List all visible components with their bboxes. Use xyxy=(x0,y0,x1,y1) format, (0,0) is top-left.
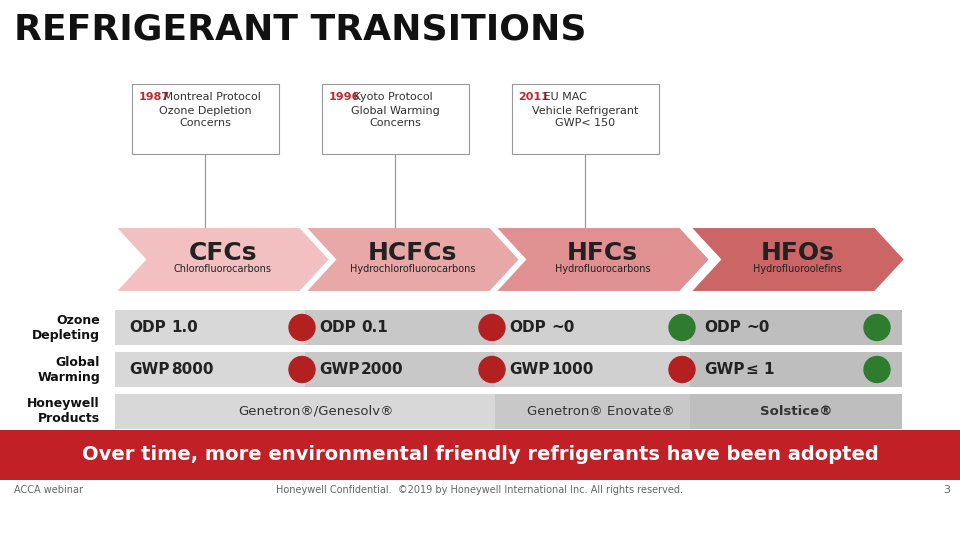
Text: Solstice®: Solstice® xyxy=(759,405,832,418)
Text: Global
Warming: Global Warming xyxy=(37,355,100,383)
Text: Honeywell Confidential.  ©2019 by Honeywell International Inc. All rights reserv: Honeywell Confidential. ©2019 by Honeywe… xyxy=(276,485,684,495)
Bar xyxy=(0,430,960,480)
Circle shape xyxy=(479,356,505,382)
Text: 1000: 1000 xyxy=(551,362,593,377)
Text: HFCs: HFCs xyxy=(567,240,638,265)
Text: 3: 3 xyxy=(943,485,950,495)
FancyBboxPatch shape xyxy=(495,394,707,429)
FancyBboxPatch shape xyxy=(322,84,468,154)
Text: REFRIGERANT TRANSITIONS: REFRIGERANT TRANSITIONS xyxy=(14,13,587,47)
Text: ≤ 1: ≤ 1 xyxy=(746,362,775,377)
Circle shape xyxy=(479,314,505,341)
FancyBboxPatch shape xyxy=(495,310,707,345)
Text: ~0: ~0 xyxy=(746,320,769,335)
Text: ACCA webinar: ACCA webinar xyxy=(14,485,83,495)
Text: Ozone
Depleting: Ozone Depleting xyxy=(32,314,100,341)
Text: GWP: GWP xyxy=(509,362,549,377)
Text: HFOs: HFOs xyxy=(760,240,834,265)
FancyBboxPatch shape xyxy=(512,84,659,154)
Text: 1987: 1987 xyxy=(138,92,170,102)
Text: 2000: 2000 xyxy=(361,362,403,377)
Text: Montreal Protocol: Montreal Protocol xyxy=(160,92,261,102)
Text: GWP: GWP xyxy=(319,362,359,377)
FancyBboxPatch shape xyxy=(115,310,327,345)
FancyBboxPatch shape xyxy=(115,352,327,387)
Text: GWP: GWP xyxy=(704,362,745,377)
FancyBboxPatch shape xyxy=(690,352,902,387)
Circle shape xyxy=(864,356,890,382)
FancyBboxPatch shape xyxy=(132,84,278,154)
Circle shape xyxy=(289,314,315,341)
Text: EU MAC: EU MAC xyxy=(540,92,588,102)
FancyBboxPatch shape xyxy=(690,394,902,429)
FancyBboxPatch shape xyxy=(305,310,517,345)
Polygon shape xyxy=(690,227,905,292)
Text: Vehicle Refrigerant
GWP< 150: Vehicle Refrigerant GWP< 150 xyxy=(532,106,638,127)
Text: Genetron®/Genesolv®: Genetron®/Genesolv® xyxy=(238,405,394,418)
Text: ODP: ODP xyxy=(129,320,166,335)
Text: GWP: GWP xyxy=(129,362,170,377)
Circle shape xyxy=(669,314,695,341)
Text: Chlorofluorocarbons: Chlorofluorocarbons xyxy=(174,265,272,274)
Circle shape xyxy=(864,314,890,341)
Text: Kyoto Protocol: Kyoto Protocol xyxy=(350,92,433,102)
Polygon shape xyxy=(495,227,710,292)
Text: Genetron® Enovate®: Genetron® Enovate® xyxy=(527,405,675,418)
Text: CFCs: CFCs xyxy=(188,240,256,265)
Text: HCFCs: HCFCs xyxy=(368,240,457,265)
Text: ODP: ODP xyxy=(509,320,545,335)
Polygon shape xyxy=(305,227,520,292)
FancyBboxPatch shape xyxy=(305,352,517,387)
Text: 8000: 8000 xyxy=(171,362,213,377)
Text: 2011: 2011 xyxy=(518,92,549,102)
Text: 0.1: 0.1 xyxy=(361,320,388,335)
Polygon shape xyxy=(115,227,330,292)
Text: Hydrochlorofluorocarbons: Hydrochlorofluorocarbons xyxy=(349,265,475,274)
Text: ODP: ODP xyxy=(319,320,356,335)
Circle shape xyxy=(669,356,695,382)
Text: Hydrofluoroolefins: Hydrofluoroolefins xyxy=(753,265,842,274)
Text: Global Warming
Concerns: Global Warming Concerns xyxy=(350,106,440,127)
Circle shape xyxy=(289,356,315,382)
Text: 1.0: 1.0 xyxy=(171,320,198,335)
Text: ~0: ~0 xyxy=(551,320,574,335)
FancyBboxPatch shape xyxy=(495,352,707,387)
Text: Ozone Depletion
Concerns: Ozone Depletion Concerns xyxy=(158,106,252,127)
FancyBboxPatch shape xyxy=(690,310,902,345)
Text: Over time, more environmental friendly refrigerants have been adopted: Over time, more environmental friendly r… xyxy=(82,446,878,464)
Text: Honeywell
Products: Honeywell Products xyxy=(28,397,100,426)
Text: Hydrofluorocarbons: Hydrofluorocarbons xyxy=(555,265,650,274)
Text: 1996: 1996 xyxy=(328,92,360,102)
Text: ODP: ODP xyxy=(704,320,741,335)
FancyBboxPatch shape xyxy=(115,394,517,429)
